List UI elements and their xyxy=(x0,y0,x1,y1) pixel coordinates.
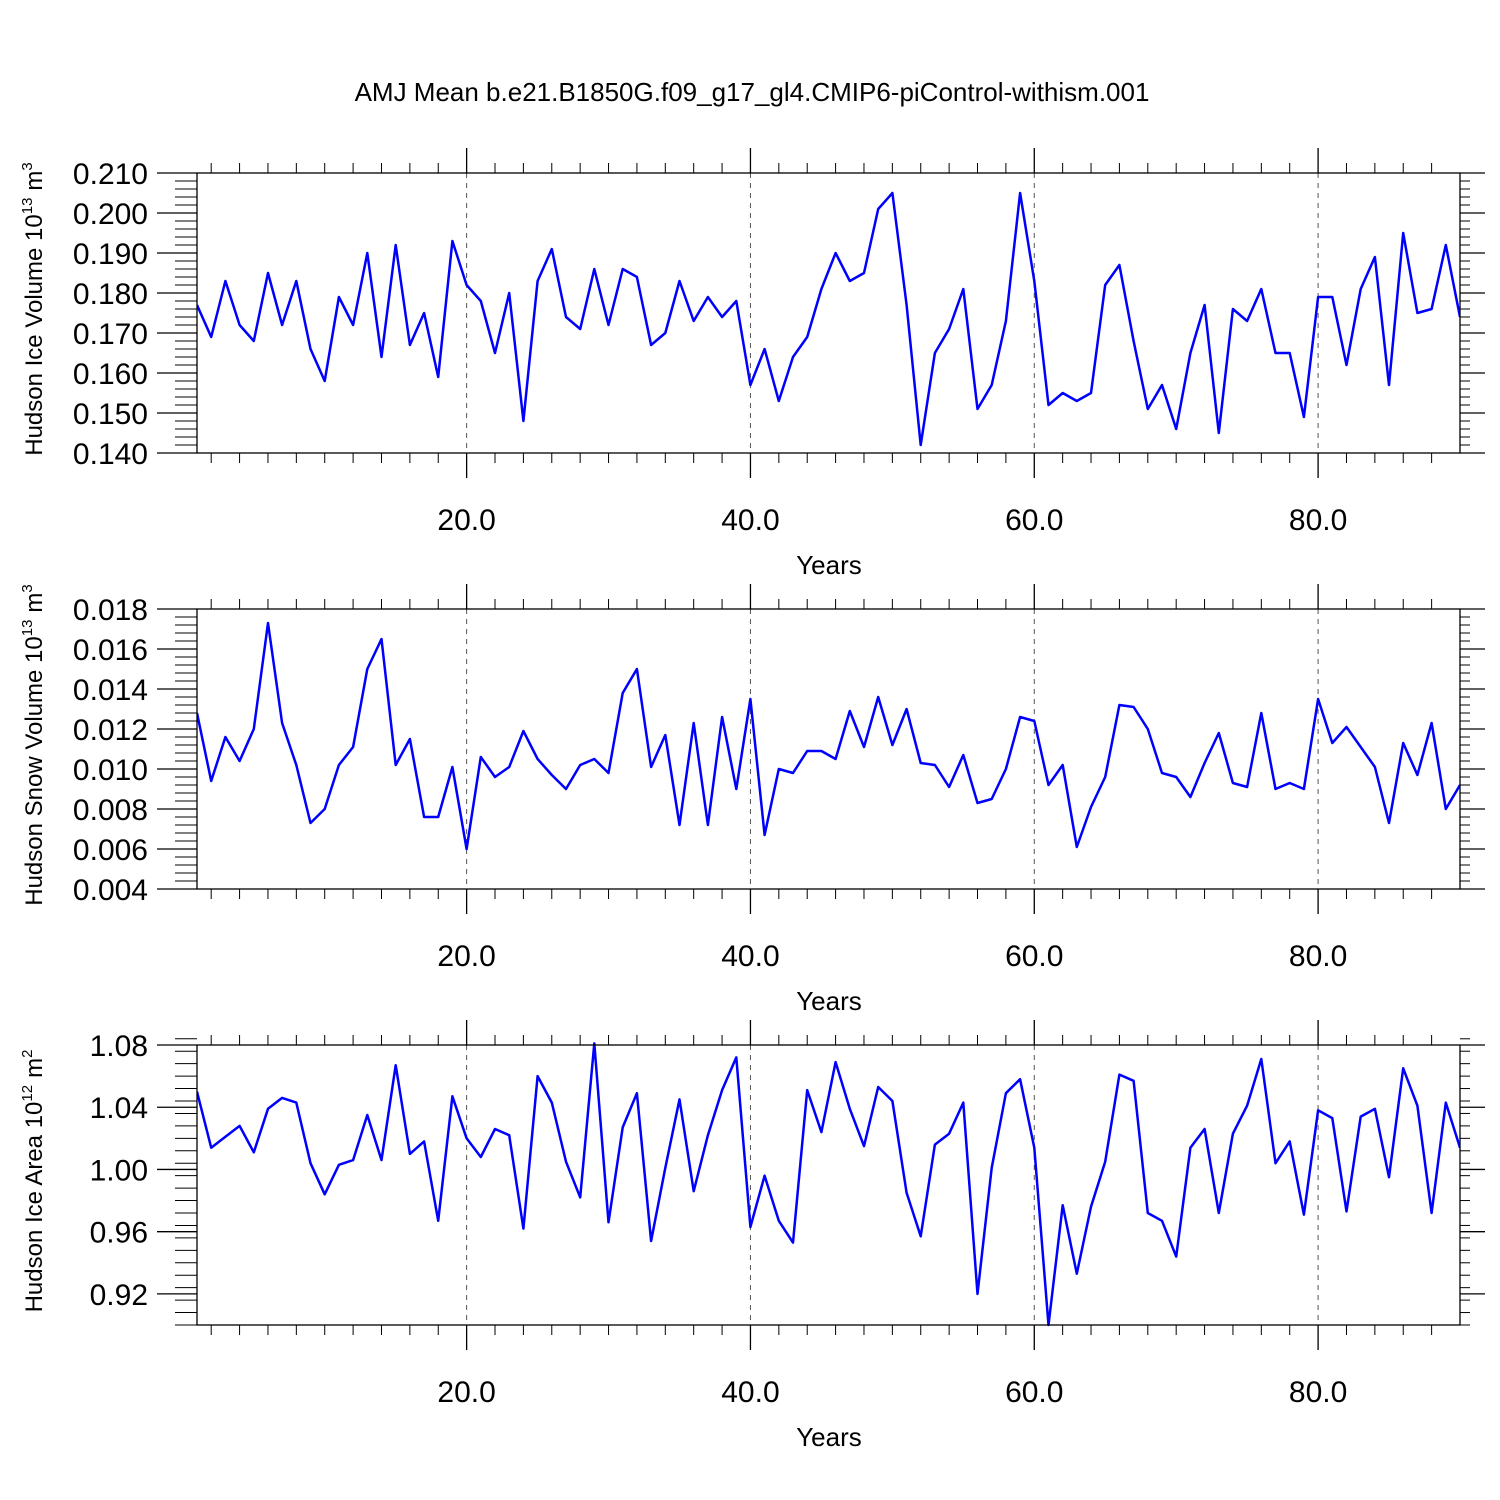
y-axis-label-exponent: 13 xyxy=(19,198,36,215)
y-tick-label: 0.018 xyxy=(73,594,148,627)
y-axis-label-exponent: 12 xyxy=(19,1085,36,1102)
panels: 20.0 40.0 60.0 80.0 0.140 0.150 0.160 0.170 0.18… xyxy=(19,148,1485,1452)
y-axis-label-unit: m xyxy=(21,171,48,191)
y-axis-label-unit: m xyxy=(21,1058,48,1078)
x-tick-label: 80.0 xyxy=(1289,504,1347,537)
x-axis-label: Years xyxy=(796,1422,862,1452)
y-axis-label-unit: m xyxy=(21,593,48,613)
x-tick-label: 80.0 xyxy=(1289,940,1347,973)
y-axis-label: Hudson Ice Volume 1013 m3 xyxy=(19,162,48,456)
x-tick-label: 20.0 xyxy=(437,1376,495,1409)
y-tick-label: 0.210 xyxy=(73,158,148,191)
y-tick-label: 0.004 xyxy=(73,874,148,907)
y-tick-label: 1.08 xyxy=(90,1030,148,1063)
y-tick-label: 0.012 xyxy=(73,714,148,747)
x-tick-label: 40.0 xyxy=(721,504,779,537)
y-tick-label: 1.00 xyxy=(90,1154,148,1187)
x-axis-label: Years xyxy=(796,550,862,580)
figure-title: AMJ Mean b.e21.B1850G.f09_g17_gl4.CMIP6-… xyxy=(355,77,1150,107)
x-tick-label: 60.0 xyxy=(1005,1376,1063,1409)
y-axis-label-unit-exponent: 3 xyxy=(19,584,36,592)
series-line xyxy=(197,1042,1460,1327)
y-axis-label-exponent: 13 xyxy=(19,620,36,637)
y-tick-label: 0.006 xyxy=(73,834,148,867)
y-tick-label: 0.180 xyxy=(73,278,148,311)
x-tick-label: 40.0 xyxy=(721,940,779,973)
x-tick-label: 20.0 xyxy=(437,504,495,537)
y-axis-label-unit-exponent: 3 xyxy=(19,162,36,170)
y-tick-label: 0.150 xyxy=(73,398,148,431)
y-tick-label: 0.014 xyxy=(73,674,148,707)
y-axis-label-text: Hudson Snow Volume 10 xyxy=(21,636,48,906)
y-tick-label: 0.008 xyxy=(73,794,148,827)
y-axis-label-unit-exponent: 2 xyxy=(19,1050,36,1058)
x-tick-label: 60.0 xyxy=(1005,504,1063,537)
x-tick-label: 40.0 xyxy=(721,1376,779,1409)
y-axis-label-text: Hudson Ice Area 10 xyxy=(21,1102,48,1313)
x-tick-label: 20.0 xyxy=(437,940,495,973)
x-axis-label: Years xyxy=(796,986,862,1016)
x-tick-label: 80.0 xyxy=(1289,1376,1347,1409)
y-tick-label: 0.160 xyxy=(73,358,148,391)
panel-1: 20.0 40.0 60.0 80.0 0.140 0.150 0.160 0.170 0.18… xyxy=(19,148,1485,580)
y-tick-label: 0.140 xyxy=(73,438,148,471)
y-tick-label: 0.200 xyxy=(73,198,148,231)
panel-3: 20.0 40.0 60.0 80.0 0.92 0.96 1.00 1.04 1.08 Year… xyxy=(19,1020,1485,1452)
y-tick-label: 0.92 xyxy=(90,1279,148,1312)
panel-2: 20.0 40.0 60.0 80.0 0.004 0.006 0.008 0.010 0.01… xyxy=(19,584,1485,1016)
y-axis-label: Hudson Snow Volume 1013 m3 xyxy=(19,584,48,906)
y-tick-label: 0.190 xyxy=(73,238,148,271)
x-tick-label: 60.0 xyxy=(1005,940,1063,973)
y-axis-label-text: Hudson Ice Volume 10 xyxy=(21,214,48,456)
series-line xyxy=(197,621,1460,851)
y-tick-label: 0.010 xyxy=(73,754,148,787)
plot-frame xyxy=(196,608,1461,890)
y-tick-label: 1.04 xyxy=(90,1092,148,1125)
y-tick-label: 0.96 xyxy=(90,1217,148,1250)
plot-frame xyxy=(196,1044,1461,1326)
y-tick-label: 0.170 xyxy=(73,318,148,351)
plot-frame xyxy=(196,172,1461,454)
y-tick-label: 0.016 xyxy=(73,634,148,667)
y-axis-label: Hudson Ice Area 1012 m2 xyxy=(19,1050,48,1313)
series-line xyxy=(197,191,1460,447)
